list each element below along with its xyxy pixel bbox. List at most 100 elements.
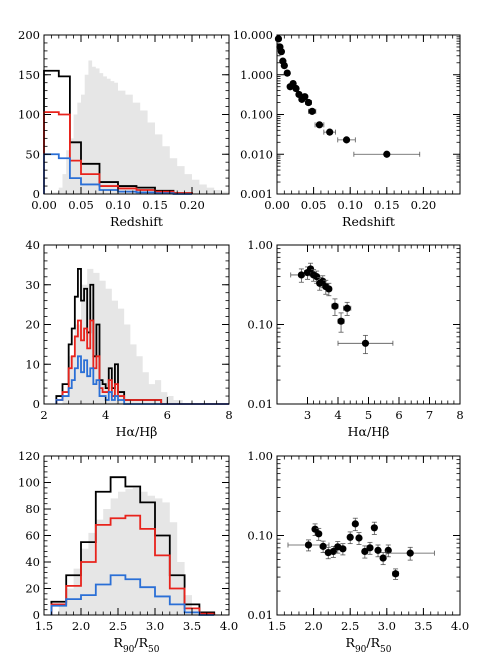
x-tick-label: 8 <box>456 408 463 422</box>
data-point <box>337 334 394 355</box>
y-tick-label: 50 <box>25 147 40 161</box>
plot-frame <box>276 455 461 616</box>
panel-1: 0.00 0.05 0.10 0.15 0.20 0 50 100 150 200 Redshift <box>18 28 230 229</box>
y-tick-label: 30 <box>25 278 40 292</box>
x-tick-label: 2.0 <box>304 619 322 633</box>
y-tick-label: 0 <box>33 187 40 201</box>
data-point <box>391 568 400 580</box>
data-point <box>379 552 387 566</box>
panel-6: 1.5 2.0 2.5 3.0 3.5 4.0 0.01 0.10 1.00 R90/R50 <box>247 449 469 655</box>
data-point <box>346 531 354 545</box>
x-tick-label: 0.20 <box>179 198 205 212</box>
panel-4: 3 4 5 6 7 8 0.01 0.10 1.00 Hα/Hβ <box>247 238 463 439</box>
histogram-series-3 <box>50 574 215 616</box>
y-tick-label: 120 <box>18 449 40 463</box>
x-tick-label: 0.05 <box>301 198 327 212</box>
data-point <box>331 298 339 316</box>
data-point <box>370 521 378 535</box>
data-point <box>292 84 300 93</box>
x-tick-label: 3.5 <box>414 619 432 633</box>
y-tick-label: 0.010 <box>240 147 273 161</box>
x-tick-label: 0.10 <box>105 198 131 212</box>
data-point <box>355 532 363 545</box>
data-point <box>323 128 336 136</box>
x-tick-label: 4 <box>102 408 109 422</box>
y-tick-label: 0 <box>33 608 40 622</box>
data-point <box>337 312 345 333</box>
y-tick-label: 1.00 <box>247 238 273 252</box>
y-tick-label: 1.00 <box>247 449 273 463</box>
histogram-series-3 <box>55 355 229 405</box>
data-point <box>314 121 325 129</box>
x-tick-label: 3.0 <box>146 619 164 633</box>
panel-2: 0.00 0.05 0.10 0.15 0.20 0.001 0.010 0.100 1.000… <box>233 28 461 229</box>
y-tick-label: 10 <box>25 357 40 371</box>
x-tick-label: 5 <box>365 408 372 422</box>
data-point <box>287 539 330 552</box>
x-tick-label: 6 <box>395 408 402 422</box>
y-tick-label: 40 <box>25 555 40 569</box>
x-tick-label: 4.0 <box>220 619 238 633</box>
data-point <box>290 268 313 283</box>
data-point <box>366 541 374 555</box>
x-axis-label: R90/R50 <box>114 635 160 655</box>
panel-3: 2 4 6 8 0 10 20 30 40 Hα/Hβ <box>25 238 232 439</box>
y-tick-label: 40 <box>25 238 40 252</box>
x-axis-label: Hα/Hβ <box>116 424 158 439</box>
x-tick-label: 2.0 <box>72 619 90 633</box>
y-tick-label: 0.100 <box>240 108 273 122</box>
data-point <box>374 544 382 558</box>
x-tick-label: 0.15 <box>374 198 400 212</box>
data-point <box>308 107 317 115</box>
data-point <box>337 136 356 144</box>
x-axis-label: Redshift <box>342 214 395 229</box>
data-point <box>385 546 435 561</box>
x-tick-label: 4.0 <box>451 619 469 633</box>
y-tick-label: 1.000 <box>240 68 273 82</box>
data-point <box>301 93 309 101</box>
data-point <box>325 282 333 297</box>
data-point <box>319 540 327 553</box>
data-point <box>351 517 359 532</box>
background-distribution <box>44 60 229 194</box>
x-tick-label: 6 <box>164 408 171 422</box>
data-point <box>315 527 323 541</box>
x-tick-label: 0.05 <box>68 198 94 212</box>
x-tick-label: 7 <box>426 408 433 422</box>
y-tick-label: 60 <box>25 529 40 543</box>
y-tick-label: 20 <box>25 582 40 596</box>
plot-frame <box>276 244 461 405</box>
x-tick-label: 8 <box>225 408 232 422</box>
x-tick-label: 0.00 <box>264 198 290 212</box>
x-tick-label: 3.0 <box>378 619 396 633</box>
x-tick-label: 2.5 <box>341 619 359 633</box>
plot-frame <box>276 34 461 195</box>
x-axis-label: R90/R50 <box>346 635 392 655</box>
data-point <box>280 61 288 70</box>
data-point <box>277 48 285 56</box>
y-tick-label: 150 <box>18 68 40 82</box>
y-tick-label: 80 <box>25 502 40 516</box>
x-tick-label: 2 <box>40 408 47 422</box>
x-axis-label: Redshift <box>110 214 163 229</box>
x-tick-label: 3.5 <box>183 619 201 633</box>
data-point <box>283 69 291 77</box>
y-tick-label: 10.000 <box>233 28 273 42</box>
y-tick-label: 0.10 <box>247 529 273 543</box>
y-tick-label: 100 <box>18 108 40 122</box>
y-tick-label: 0.001 <box>240 187 273 201</box>
x-tick-label: 0.00 <box>31 198 57 212</box>
histogram-series-2 <box>43 111 193 195</box>
x-tick-label: 3 <box>304 408 311 422</box>
y-tick-label: 0.10 <box>247 318 273 332</box>
histogram-series-2 <box>55 319 229 405</box>
panel-5: 1.5 2.0 2.5 3.0 3.5 4.0 0 20 40 60 80 100 120 R90/R50 <box>18 449 238 655</box>
background-distribution <box>44 487 229 615</box>
x-tick-label: 0.10 <box>337 198 363 212</box>
y-tick-label: 0.01 <box>247 608 273 622</box>
y-tick-label: 100 <box>18 476 40 490</box>
data-point <box>353 150 421 158</box>
y-tick-label: 20 <box>25 318 40 332</box>
y-tick-label: 0 <box>33 397 40 411</box>
